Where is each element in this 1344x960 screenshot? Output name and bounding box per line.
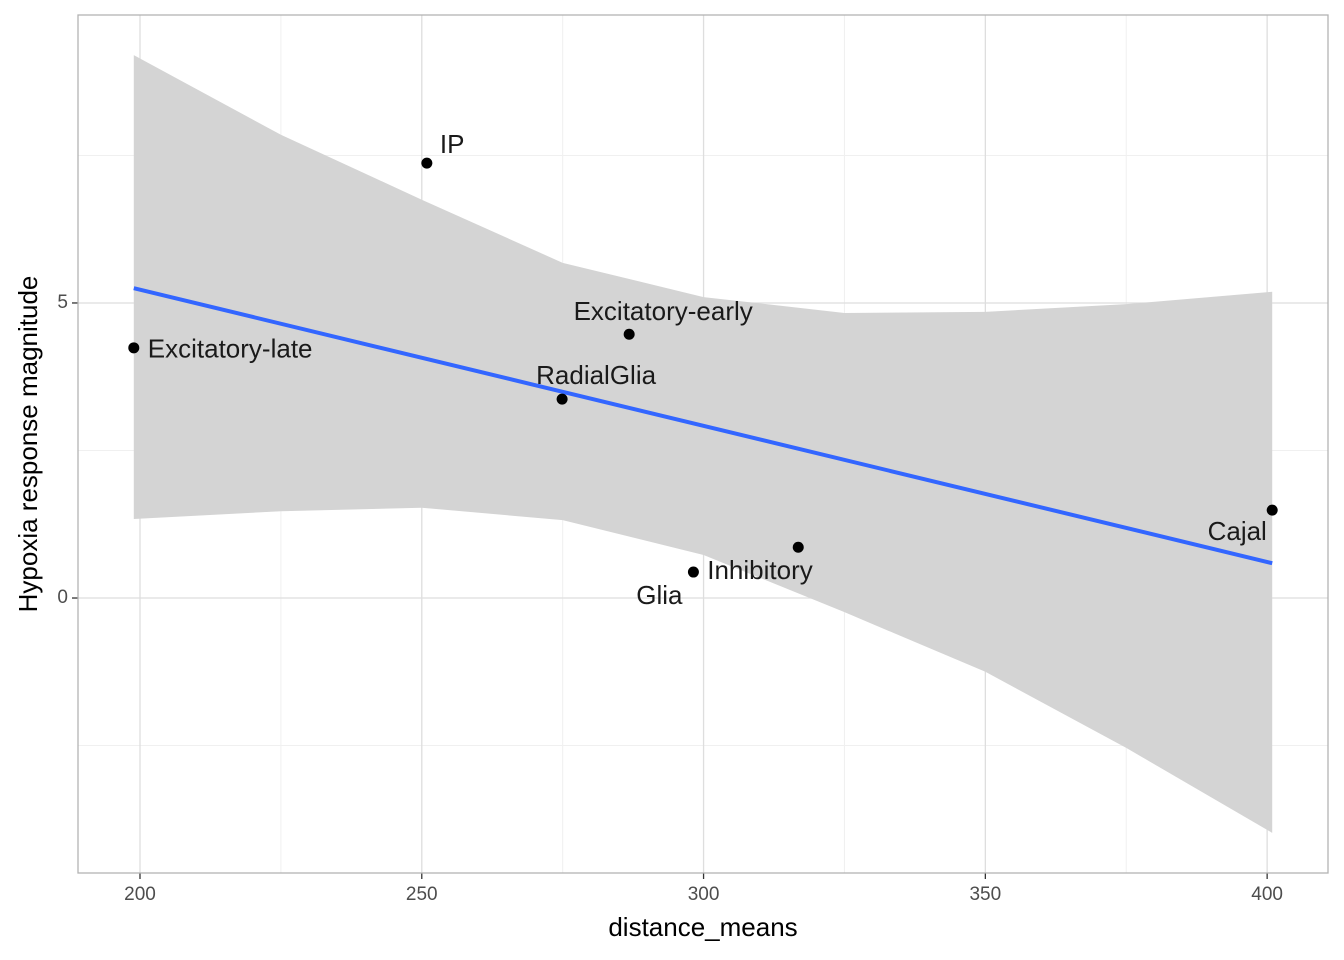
x-tick-label: 400: [1251, 884, 1283, 905]
y-tick-label: 5: [57, 292, 68, 313]
y-axis-title: Hypoxia response magnitude: [13, 276, 43, 613]
y-tick-label: 0: [57, 587, 68, 608]
x-tick-label: 350: [969, 884, 1001, 905]
panel-border: [77, 14, 1329, 874]
point: [687, 566, 699, 578]
point-label: RadialGlia: [536, 360, 656, 390]
point-label: Glia: [636, 580, 683, 610]
point: [128, 342, 140, 354]
point: [623, 328, 635, 340]
x-tick-label: 250: [406, 884, 438, 905]
point-label: IP: [440, 129, 465, 159]
x-tick-label: 300: [688, 884, 720, 905]
fit-line: [133, 286, 1273, 566]
point: [1266, 504, 1278, 516]
point-label: Excitatory-late: [148, 334, 313, 364]
point: [556, 393, 568, 405]
point-label: Excitatory-early: [574, 296, 753, 326]
x-tick-label: 200: [124, 884, 156, 905]
point-label: Cajal: [1208, 516, 1267, 546]
confidence-band: [133, 55, 1273, 833]
x-axis-title: distance_means: [608, 912, 797, 942]
point: [792, 541, 804, 553]
point-label: Inhibitory: [707, 555, 813, 585]
point: [421, 157, 433, 169]
